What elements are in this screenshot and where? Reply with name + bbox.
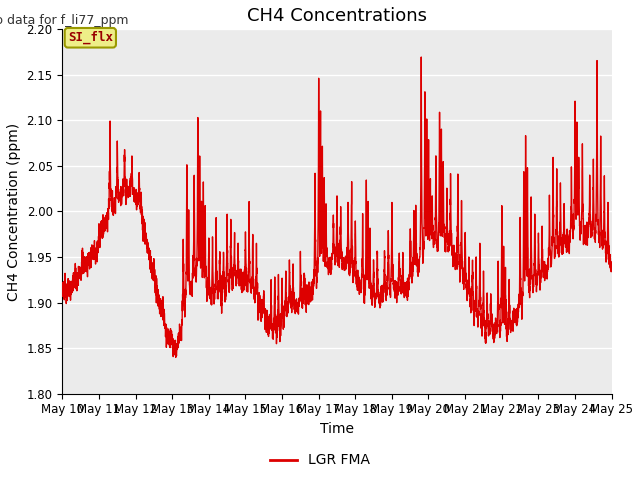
- X-axis label: Time: Time: [320, 422, 354, 436]
- Title: CH4 Concentrations: CH4 Concentrations: [247, 7, 427, 25]
- Y-axis label: CH4 Concentration (ppm): CH4 Concentration (ppm): [7, 122, 21, 300]
- Text: No data for f_li77_ppm: No data for f_li77_ppm: [0, 14, 128, 27]
- Text: SI_flx: SI_flx: [68, 31, 113, 45]
- Legend: LGR FMA: LGR FMA: [264, 448, 376, 473]
